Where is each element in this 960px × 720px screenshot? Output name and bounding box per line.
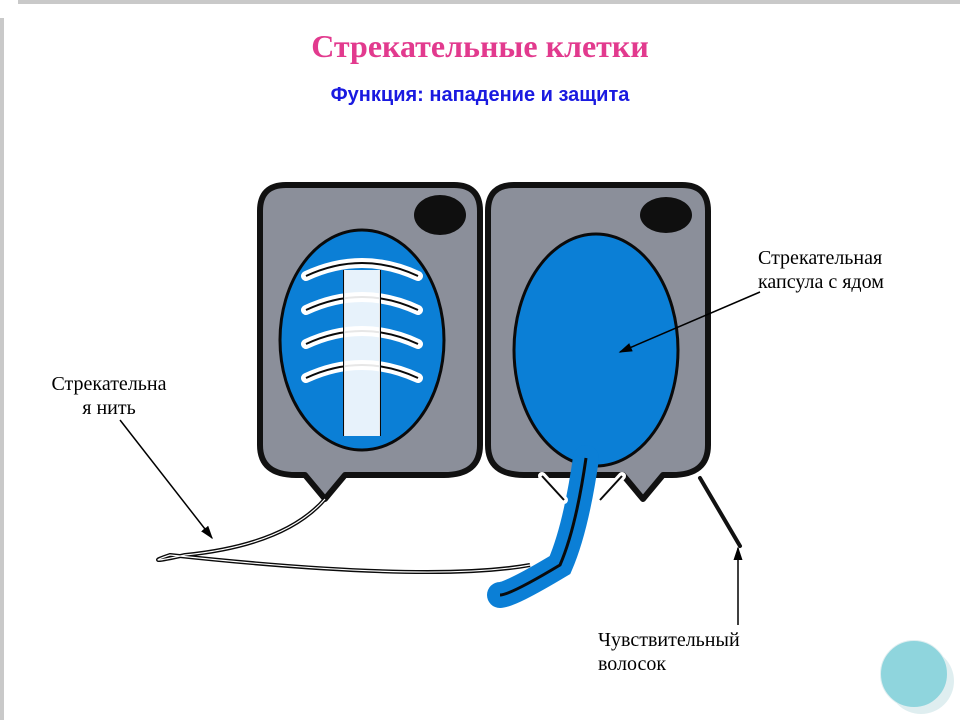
label-trigger: Чувствительный волосок bbox=[598, 628, 848, 676]
decor-corner-disc bbox=[882, 642, 948, 708]
diagram-svg bbox=[0, 0, 960, 720]
label-capsule: Стрекательная капсула с ядом bbox=[758, 246, 958, 294]
label-thread: Стрекательна я нить bbox=[14, 372, 204, 420]
slide: Стрекательные клетки Функция: нападение … bbox=[0, 0, 960, 720]
